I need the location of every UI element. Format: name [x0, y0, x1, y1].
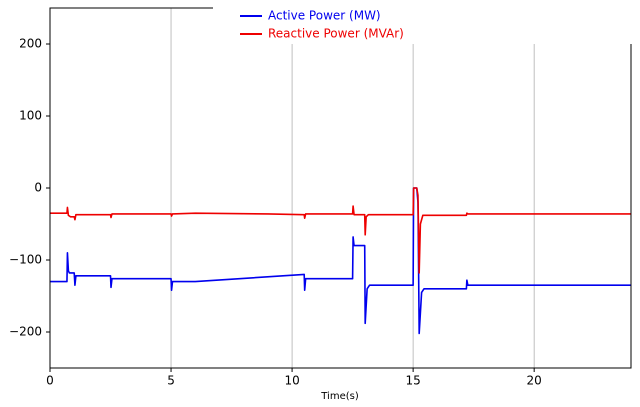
x-tick-label: 15 [405, 374, 420, 388]
x-tick-label: 0 [46, 374, 54, 388]
x-axis-label: Time(s) [320, 391, 359, 402]
x-tick-label: 10 [284, 374, 299, 388]
legend-box [213, 0, 640, 44]
line-series [50, 187, 631, 335]
y-tick-label: −200 [9, 325, 42, 339]
line-series [50, 187, 631, 274]
plot-frame [49, 7, 632, 369]
x-tick-label: 5 [167, 374, 175, 388]
y-tick-label: 200 [19, 37, 42, 51]
legend-label: Active Power (MW) [268, 9, 381, 23]
x-tick-label: 20 [527, 374, 542, 388]
y-tick-label: −100 [9, 253, 42, 267]
y-tick-label: 0 [34, 181, 42, 195]
legend-label: Reactive Power (MVAr) [268, 27, 404, 41]
y-tick-label: 100 [19, 109, 42, 123]
